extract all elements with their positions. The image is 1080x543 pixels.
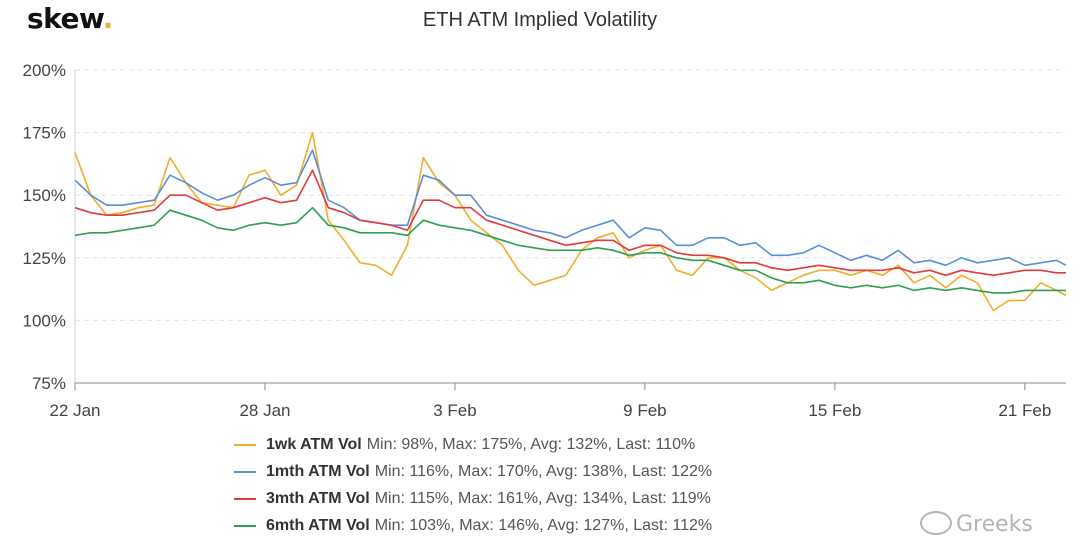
series-line-4: [74, 206, 1066, 294]
grid-layer: [75, 69, 1066, 384]
y-tick-label: 175%: [23, 124, 66, 143]
y-tick-label: 125%: [23, 249, 66, 268]
x-tick-label: 15 Feb: [808, 401, 861, 420]
legend-series-stats: Min: 98%, Max: 175%, Avg: 132%, Last: 11…: [366, 435, 696, 453]
series-line-1: [74, 131, 1067, 312]
legend-item[interactable]: 6mth ATM Vol Min: 103%, Max: 146%, Avg: 1…: [234, 512, 712, 539]
legend-swatch: [234, 443, 256, 446]
brand-logo: skew.: [27, 2, 113, 35]
legend: 1wk ATM Vol Min: 98%, Max: 175%, Avg: 132…: [234, 431, 712, 539]
legend-item[interactable]: 1wk ATM Vol Min: 98%, Max: 175%, Avg: 132…: [234, 431, 712, 458]
legend-series-name: 6mth ATM Vol: [266, 516, 370, 534]
y-tick-label: 75%: [32, 374, 66, 393]
legend-item[interactable]: 3mth ATM Vol Min: 115%, Max: 161%, Avg: 1…: [234, 485, 712, 512]
legend-series-name: 3mth ATM Vol: [266, 489, 370, 507]
brand-dot: .: [102, 2, 114, 35]
legend-swatch: [234, 524, 256, 527]
x-tick-label: 21 Feb: [998, 401, 1051, 420]
series-line-3: [74, 169, 1066, 277]
legend-series-name: 1wk ATM Vol: [266, 435, 362, 453]
chart-title: ETH ATM Implied Volatility: [422, 9, 658, 31]
legend-series-name: 1mth ATM Vol: [266, 462, 370, 480]
brand-name: skew: [27, 2, 103, 35]
wechat-icon: [920, 511, 952, 535]
x-tick-label: 28 Jan: [239, 401, 290, 420]
x-tick-label: 22 Jan: [49, 401, 100, 420]
legend-series-stats: Min: 116%, Max: 170%, Avg: 138%, Last: 1…: [374, 462, 713, 480]
axis-layer: 75% 100% 125% 150% 175% 200% 22 Jan 28 Jan 3 Feb…: [23, 61, 1066, 420]
y-tick-label: 150%: [23, 186, 66, 205]
y-tick-label: 200%: [23, 61, 66, 80]
series-line-2: [74, 149, 1067, 267]
x-tick-label: 9 Feb: [623, 401, 666, 420]
x-tick-label: 3 Feb: [433, 401, 476, 420]
series-layer: [74, 131, 1067, 312]
legend-swatch: [234, 497, 256, 500]
watermark: Greeks: [920, 511, 1033, 537]
legend-series-stats: Min: 103%, Max: 146%, Avg: 127%, Last: 1…: [374, 516, 713, 534]
legend-series-stats: Min: 115%, Max: 161%, Avg: 134%, Last: 1…: [374, 489, 711, 507]
watermark-text: Greeks: [956, 512, 1033, 537]
legend-item[interactable]: 1mth ATM Vol Min: 116%, Max: 170%, Avg: 1…: [234, 458, 712, 485]
legend-swatch: [234, 470, 256, 473]
y-tick-label: 100%: [23, 311, 66, 330]
